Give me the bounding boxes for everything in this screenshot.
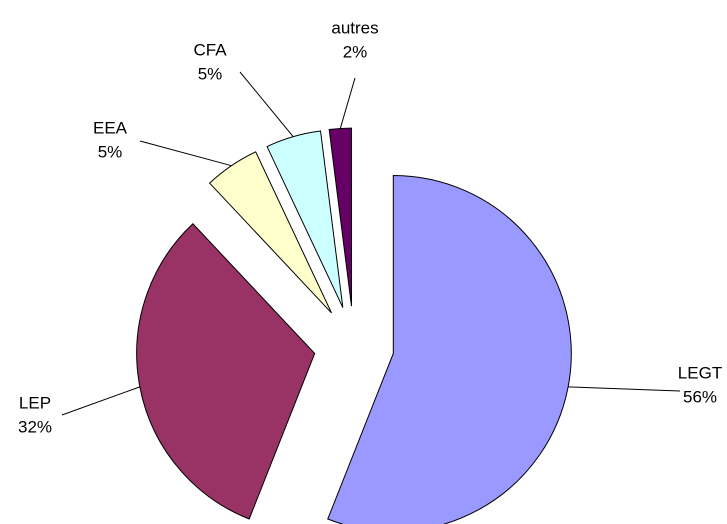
slice-value-label: 32% (18, 417, 52, 436)
pie-slice (327, 174, 572, 524)
slice-label: LEP (19, 393, 51, 412)
slice-label: EEA (93, 118, 128, 137)
leader-line (139, 140, 232, 167)
slice-value-label: 5% (98, 142, 123, 161)
slice-value-label: 5% (198, 64, 223, 83)
slice-label: LEGT (678, 363, 722, 382)
leader-line (239, 71, 294, 137)
slice-label: autres (331, 18, 378, 37)
pie-slice (136, 223, 316, 520)
pie-slice (328, 127, 352, 307)
leader-line (568, 386, 681, 392)
slice-value-label: 2% (343, 42, 368, 61)
leader-line (339, 77, 356, 129)
slice-label: CFA (193, 40, 227, 59)
slice-value-label: 56% (683, 387, 717, 406)
pie-slice (266, 130, 344, 308)
leader-line (61, 386, 141, 416)
